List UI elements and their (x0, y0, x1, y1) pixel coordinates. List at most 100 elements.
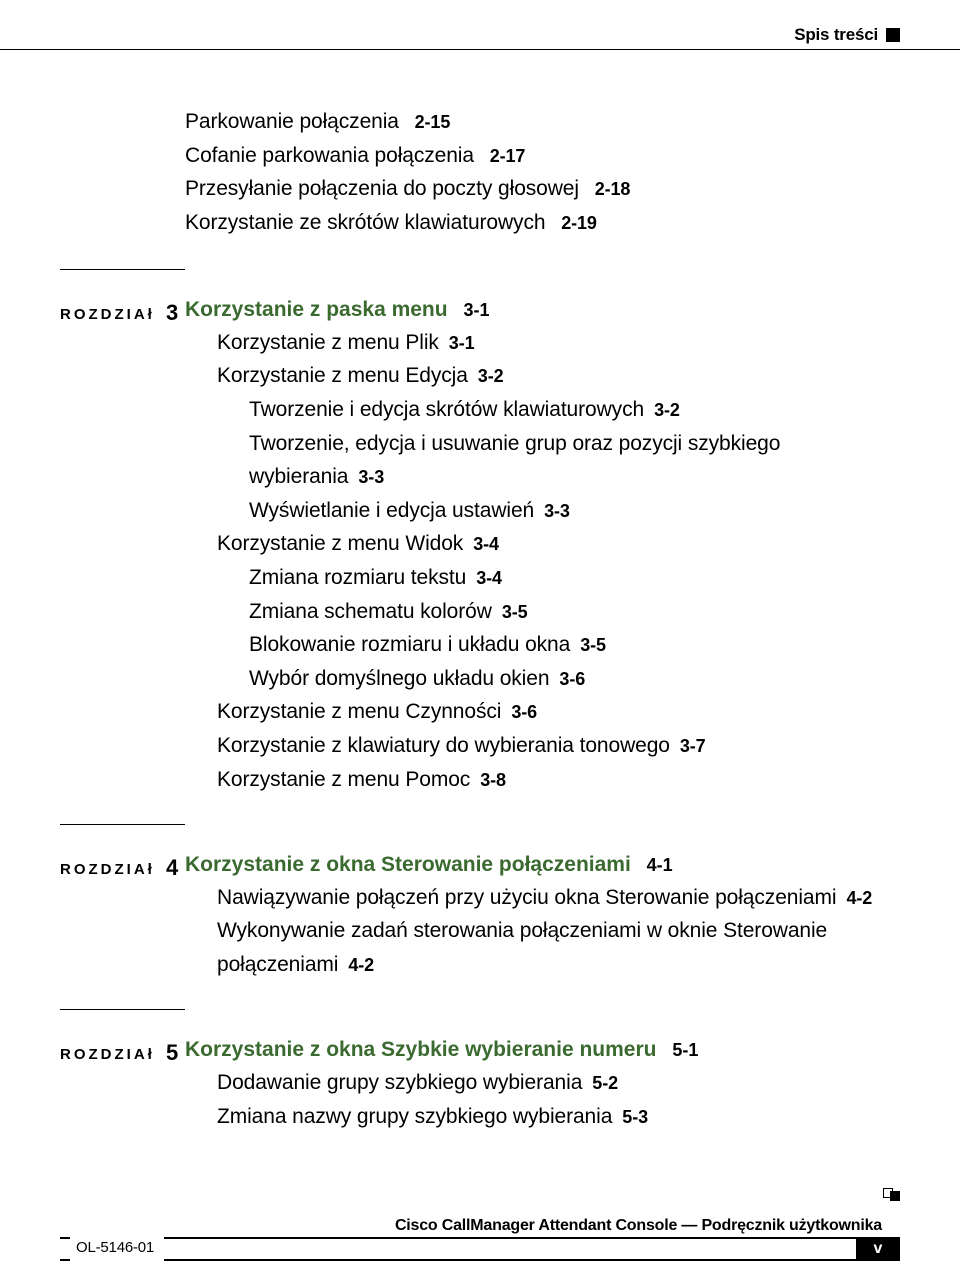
chapter-label: ROZDZIAł 3 (60, 294, 185, 326)
chapter-title-page: 3-1 (463, 300, 489, 320)
toc-page: 5-3 (622, 1107, 648, 1127)
toc-continuation: Parkowanie połączenia 2-15 Cofanie parko… (185, 105, 900, 239)
chapter-label-prefix: ROZDZIA (60, 1046, 148, 1063)
toc-page: 3-1 (449, 333, 475, 353)
chapter-rule (60, 824, 185, 825)
toc-text: Tworzenie, edycja i usuwanie grup oraz p… (249, 432, 780, 489)
toc-text: Wybór domyślnego układu okien (249, 667, 549, 690)
toc-entry: Zmiana schematu kolorów 3-5 (249, 595, 900, 629)
chapter-title-text: Korzystanie z paska menu (185, 298, 448, 321)
footer-corner-marks (883, 1185, 900, 1203)
toc-page: 4-2 (846, 888, 872, 908)
chapter-rule-wrap (60, 269, 185, 270)
toc-entry: Korzystanie z menu Czynności 3-6 (217, 695, 900, 729)
chapter-title-page: 4-1 (647, 855, 673, 875)
toc-page: 4-2 (348, 955, 374, 975)
toc-entry: Wybór domyślnego układu okien3-6 (249, 662, 900, 696)
chapter-label: ROZDZIAł 4 (60, 849, 185, 881)
toc-text: Cofanie parkowania połączenia (185, 144, 474, 167)
chapter-5: ROZDZIAł 5 Korzystanie z okna Szybkie wy… (60, 1034, 900, 1133)
chapter-3: ROZDZIAł 3 Korzystanie z paska menu 3-1 … (60, 294, 900, 796)
chapter-rule-wrap (60, 824, 185, 825)
toc-page: 3-3 (544, 501, 570, 521)
header-square-icon (886, 28, 900, 42)
toc-entry: Nawiązywanie połączeń przy użyciu okna S… (217, 881, 900, 915)
chapter-label-suffix: ł (148, 306, 155, 323)
chapter-rule-wrap (60, 1009, 185, 1010)
toc-text: Blokowanie rozmiaru i układu okna (249, 633, 570, 656)
chapter-rule (60, 269, 185, 270)
toc-entry: Tworzenie, edycja i usuwanie grup oraz p… (249, 427, 900, 494)
chapter-number: 3 (166, 300, 178, 325)
chapter-title-text: Korzystanie z okna Sterowanie połączenia… (185, 853, 631, 876)
chapter-title[interactable]: Korzystanie z okna Sterowanie połączenia… (185, 849, 900, 881)
toc-text: Nawiązywanie połączeń przy użyciu okna S… (217, 886, 836, 909)
chapter-body: Korzystanie z paska menu 3-1 Korzystanie… (185, 294, 900, 796)
chapter-title[interactable]: Korzystanie z paska menu 3-1 (185, 294, 900, 326)
toc-text: Korzystanie z menu Widok (217, 532, 463, 555)
footer-mid-rule (164, 1237, 856, 1261)
page-header: Spis treści (60, 25, 900, 50)
chapter-title[interactable]: Korzystanie z okna Szybkie wybieranie nu… (185, 1034, 900, 1066)
chapter-number: 5 (166, 1040, 178, 1065)
toc-text: Wykonywanie zadań sterowania połączeniam… (217, 919, 827, 976)
toc-text: Korzystanie z menu Pomoc (217, 768, 470, 791)
chapter-label-prefix: ROZDZIA (60, 306, 148, 323)
chapter-body: Korzystanie z okna Sterowanie połączenia… (185, 849, 900, 981)
toc-text: Zmiana nazwy grupy szybkiego wybierania (217, 1105, 612, 1128)
toc-text: Korzystanie z klawiatury do wybierania t… (217, 734, 670, 757)
chapter-3-head (60, 269, 900, 270)
toc-entry: Korzystanie z klawiatury do wybierania t… (217, 729, 900, 763)
chapter-5-head (60, 1009, 900, 1010)
footer-left-rule (60, 1237, 70, 1261)
toc-entry: Korzystanie z menu Plik3-1 (217, 326, 900, 360)
toc-entry: Tworzenie i edycja skrótów klawiaturowyc… (249, 393, 900, 427)
chapter-title-text: Korzystanie z okna Szybkie wybieranie nu… (185, 1038, 657, 1061)
toc-page: 3-6 (511, 702, 537, 722)
toc-entry: Zmiana nazwy grupy szybkiego wybierania 5… (217, 1100, 900, 1134)
toc-page: 3-5 (502, 602, 528, 622)
toc-entry: Dodawanie grupy szybkiego wybierania 5-2 (217, 1066, 900, 1100)
chapter-body: Korzystanie z okna Szybkie wybieranie nu… (185, 1034, 900, 1133)
toc-entry: Korzystanie z menu Pomoc3-8 (217, 763, 900, 797)
chapter-number: 4 (166, 855, 178, 880)
footer-doc-id: OL-5146-01 (70, 1237, 164, 1261)
toc-page: 3-4 (476, 568, 502, 588)
toc-entry: Cofanie parkowania połączenia 2-17 (185, 139, 900, 173)
header-rule (0, 49, 960, 50)
square-solid-icon (890, 1191, 900, 1201)
toc-text: Korzystanie z menu Czynności (217, 700, 501, 723)
header-inner: Spis treści (794, 25, 900, 45)
chapter-label-prefix: ROZDZIA (60, 861, 148, 878)
toc-entry: Korzystanie z menu Widok 3-4 (217, 527, 900, 561)
chapter-label: ROZDZIAł 5 (60, 1034, 185, 1066)
chapter-rule (60, 1009, 185, 1010)
toc-page: 3-3 (358, 467, 384, 487)
toc-text: Przesyłanie połączenia do poczty głosowe… (185, 177, 579, 200)
toc-page: 5-2 (592, 1073, 618, 1093)
toc-entry: Zmiana rozmiaru tekstu 3-4 (249, 561, 900, 595)
toc-page: 3-4 (473, 534, 499, 554)
toc-page: 2-17 (490, 146, 526, 166)
chapter-4-head (60, 824, 900, 825)
chapter-4: ROZDZIAł 4 Korzystanie z okna Sterowanie… (60, 849, 900, 981)
page: Spis treści Parkowanie połączenia 2-15 C… (0, 0, 960, 1283)
toc-page: 2-19 (561, 213, 597, 233)
toc-entry: Parkowanie połączenia 2-15 (185, 105, 900, 139)
toc-page: 3-7 (680, 736, 706, 756)
toc-text: Zmiana schematu kolorów (249, 600, 492, 623)
toc-entry: Wyświetlanie i edycja ustawień 3-3 (249, 494, 900, 528)
page-footer: Cisco CallManager Attendant Console — Po… (0, 1217, 960, 1261)
toc-text: Zmiana rozmiaru tekstu (249, 566, 466, 589)
toc-text: Parkowanie połączenia (185, 110, 399, 133)
toc-entry: Blokowanie rozmiaru i układu okna 3-5 (249, 628, 900, 662)
toc-text: Dodawanie grupy szybkiego wybierania (217, 1071, 582, 1094)
toc-text: Wyświetlanie i edycja ustawień (249, 499, 534, 522)
toc-page: 3-5 (580, 635, 606, 655)
toc-text: Korzystanie z menu Edycja (217, 364, 468, 387)
footer-bar: OL-5146-01 v (60, 1237, 900, 1261)
toc-entry: Wykonywanie zadań sterowania połączeniam… (217, 914, 900, 981)
chapter-title-page: 5-1 (672, 1040, 698, 1060)
toc-entry: Korzystanie ze skrótów klawiaturowych 2-… (185, 206, 900, 240)
chapter-label-suffix: ł (148, 1046, 155, 1063)
